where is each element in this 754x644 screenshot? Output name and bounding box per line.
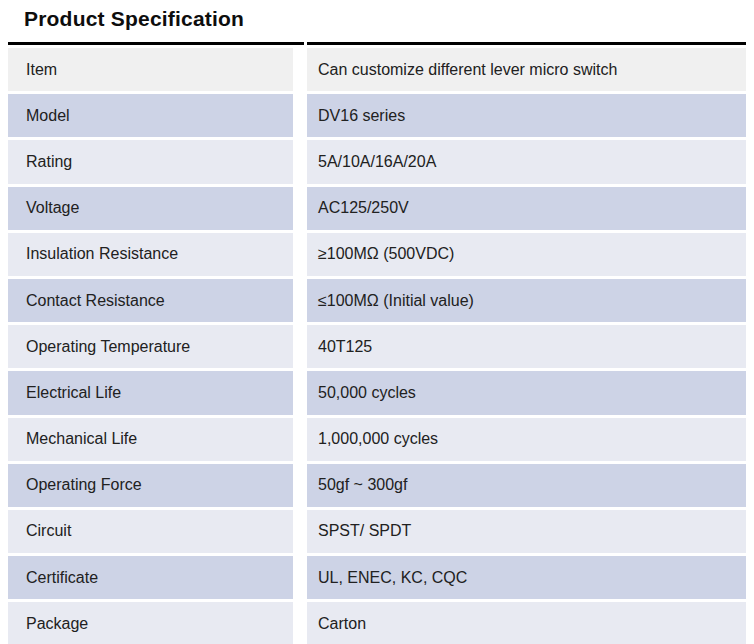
column-gutter [293,371,307,414]
page-title: Product Specification [24,6,754,32]
column-gutter [293,602,307,644]
spec-value: 50,000 cycles [307,371,746,414]
spec-label: Item [8,48,293,91]
table-row: Package Carton [8,602,746,644]
table-top-border [8,42,746,45]
spec-label: Rating [8,140,293,183]
spec-value: 5A/10A/16A/20A [307,140,746,183]
spec-label: Operating Force [8,464,293,507]
column-gutter [293,510,307,553]
spec-label: Package [8,602,293,644]
spec-value: 50gf ~ 300gf [307,464,746,507]
spec-value: SPST/ SPDT [307,510,746,553]
spec-table: Item Can customize different lever micro … [8,42,746,644]
spec-value: AC125/250V [307,187,746,230]
table-row: Contact Resistance ≤100MΩ (Initial value) [8,279,746,322]
spec-label: Model [8,94,293,137]
table-row: Electrical Life 50,000 cycles [8,371,746,414]
border-gutter-break [304,42,307,45]
column-gutter [293,464,307,507]
spec-value: Carton [307,602,746,644]
spec-label: Voltage [8,187,293,230]
spec-value: ≤100MΩ (Initial value) [307,279,746,322]
spec-label: Circuit [8,510,293,553]
column-gutter [293,556,307,599]
spec-label: Contact Resistance [8,279,293,322]
spec-label: Mechanical Life [8,418,293,461]
column-gutter [293,140,307,183]
spec-table-rows: Item Can customize different lever micro … [8,48,746,644]
table-row: Rating 5A/10A/16A/20A [8,140,746,183]
column-gutter [293,233,307,276]
table-row: Mechanical Life 1,000,000 cycles [8,418,746,461]
column-gutter [293,94,307,137]
spec-value: ≥100MΩ (500VDC) [307,233,746,276]
table-row: Circuit SPST/ SPDT [8,510,746,553]
column-gutter [293,48,307,91]
spec-label: Insulation Resistance [8,233,293,276]
table-row: Operating Force 50gf ~ 300gf [8,464,746,507]
spec-value: DV16 series [307,94,746,137]
table-row: Model DV16 series [8,94,746,137]
spec-label: Certificate [8,556,293,599]
column-gutter [293,325,307,368]
table-row: Voltage AC125/250V [8,187,746,230]
spec-value: 1,000,000 cycles [307,418,746,461]
spec-value: UL, ENEC, KC, CQC [307,556,746,599]
spec-label: Operating Temperature [8,325,293,368]
spec-value: Can customize different lever micro swit… [307,48,746,91]
column-gutter [293,187,307,230]
table-row: Operating Temperature 40T125 [8,325,746,368]
spec-label: Electrical Life [8,371,293,414]
table-row: Item Can customize different lever micro … [8,48,746,91]
column-gutter [293,279,307,322]
table-row: Certificate UL, ENEC, KC, CQC [8,556,746,599]
table-row: Insulation Resistance ≥100MΩ (500VDC) [8,233,746,276]
spec-value: 40T125 [307,325,746,368]
column-gutter [293,418,307,461]
page: Product Specification Item Can customize … [0,0,754,644]
